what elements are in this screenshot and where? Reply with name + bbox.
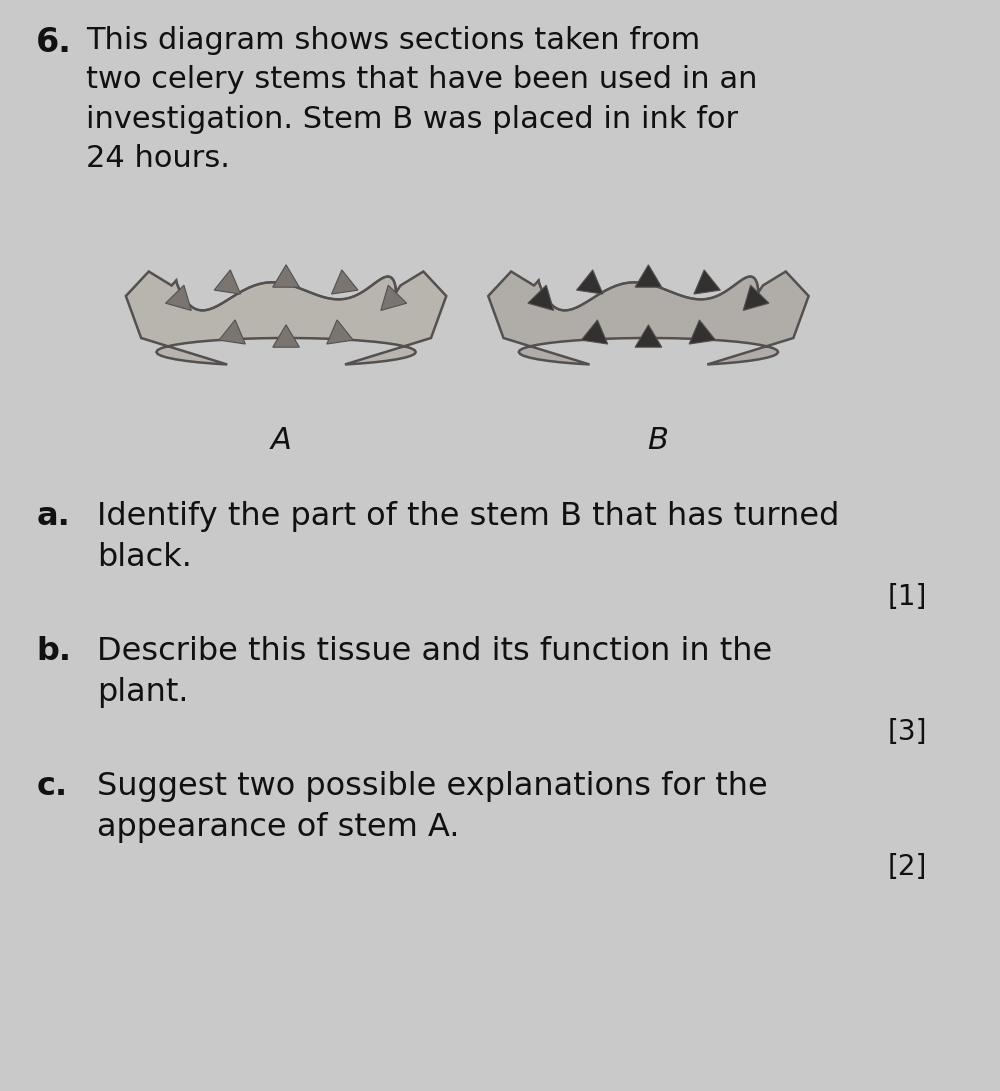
- Text: 6.: 6.: [36, 26, 72, 59]
- Text: Describe this tissue and its function in the
plant.: Describe this tissue and its function in…: [97, 636, 773, 708]
- Polygon shape: [743, 285, 769, 311]
- Text: b.: b.: [36, 636, 71, 667]
- Polygon shape: [332, 269, 358, 295]
- Text: [2]: [2]: [887, 853, 927, 882]
- Text: B: B: [648, 425, 668, 455]
- Text: A: A: [271, 425, 292, 455]
- Polygon shape: [577, 269, 603, 295]
- Text: c.: c.: [36, 771, 67, 802]
- Text: [1]: [1]: [887, 583, 927, 611]
- Polygon shape: [689, 320, 716, 344]
- Polygon shape: [219, 320, 245, 344]
- Polygon shape: [381, 285, 407, 311]
- Text: Identify the part of the stem B that has turned
black.: Identify the part of the stem B that has…: [97, 501, 840, 573]
- Polygon shape: [273, 325, 299, 347]
- Polygon shape: [327, 320, 353, 344]
- Polygon shape: [694, 269, 720, 295]
- Polygon shape: [635, 265, 662, 287]
- Polygon shape: [635, 325, 662, 347]
- Polygon shape: [528, 285, 554, 311]
- Text: This diagram shows sections taken from
two celery stems that have been used in a: This diagram shows sections taken from t…: [86, 26, 757, 173]
- Polygon shape: [126, 272, 446, 364]
- Text: [3]: [3]: [887, 718, 927, 746]
- Text: a.: a.: [36, 501, 70, 532]
- Text: Suggest two possible explanations for the
appearance of stem A.: Suggest two possible explanations for th…: [97, 771, 768, 843]
- Polygon shape: [581, 320, 608, 344]
- Polygon shape: [214, 269, 241, 295]
- Polygon shape: [273, 265, 299, 287]
- Polygon shape: [166, 285, 191, 311]
- Polygon shape: [488, 272, 809, 364]
